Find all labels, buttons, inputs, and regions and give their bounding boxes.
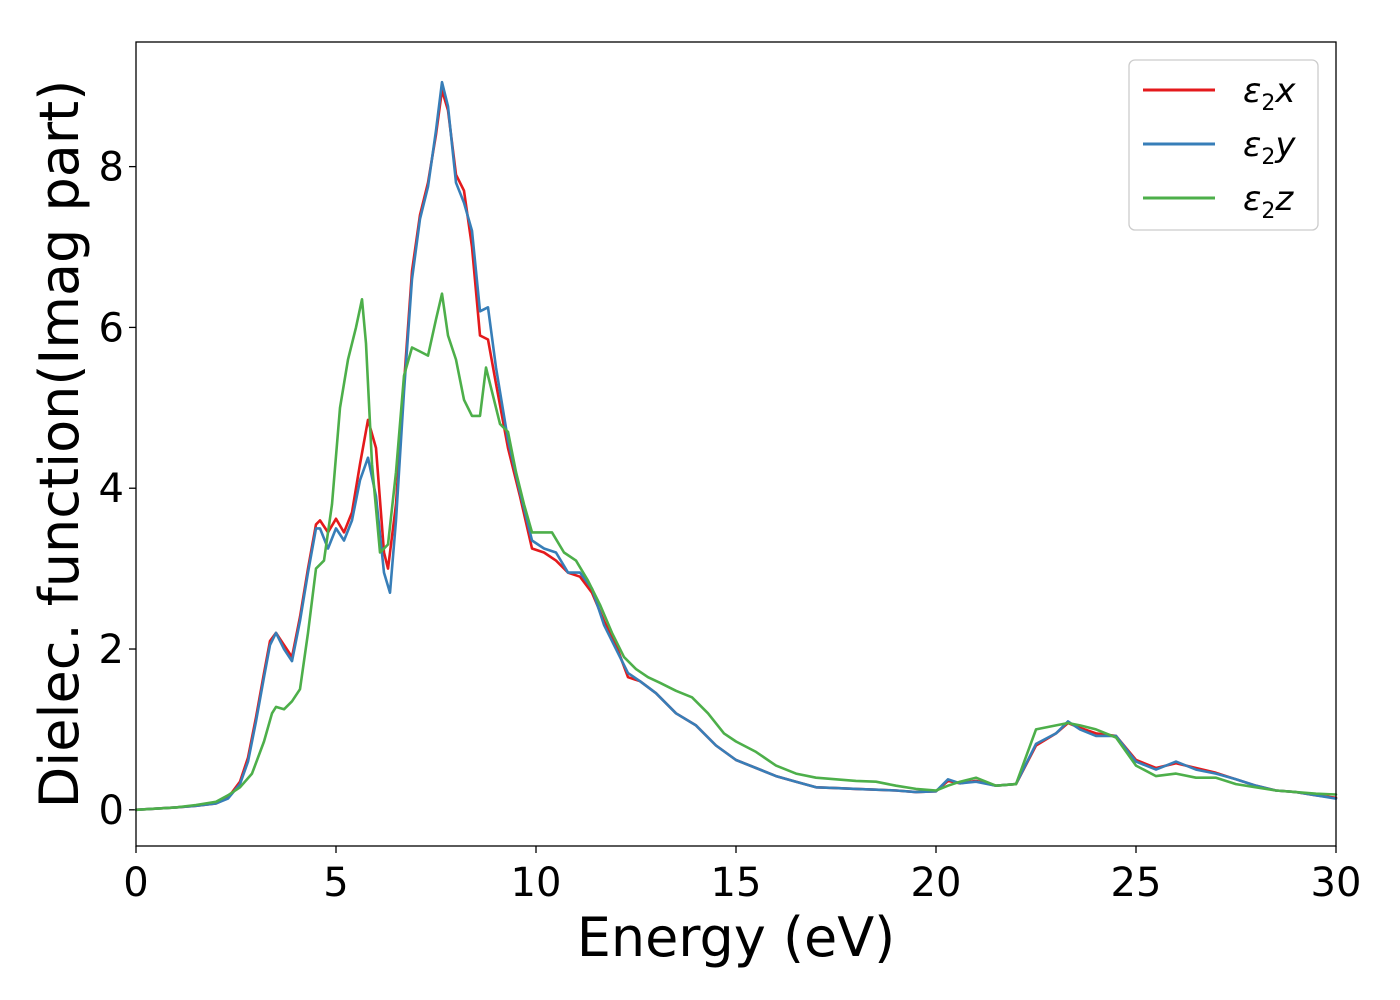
x-tick-label: 15 [711,860,762,906]
legend-label-y: ε2y [1243,125,1296,170]
x-tick-label: 30 [1311,860,1362,906]
series-line-y [134,80,1338,812]
axis-ticks: 0 5 10 15 20 25 30 0 2 4 6 8 [99,145,1362,906]
x-tick-label: 0 [123,860,148,906]
y-tick-label: 2 [99,627,124,673]
y-tick-label: 4 [99,466,124,512]
legend-label-x: ε2x [1243,71,1296,116]
series-lines [134,80,1338,812]
legend-box [1128,59,1319,231]
plot-area-frame [135,41,1337,847]
series-line-z [134,292,1338,812]
x-axis-title: Energy (eV) [577,906,896,969]
x-tick-label: 20 [911,860,962,906]
legend: ε2x ε2y ε2z [1128,59,1319,231]
y-tick-label: 0 [99,788,124,834]
x-tick-label: 25 [1111,860,1162,906]
y-axis-title: Dielec. function(Imag part) [28,80,91,809]
x-tick-label: 10 [511,860,562,906]
x-tick-label: 5 [323,860,348,906]
legend-label-z: ε2z [1243,179,1294,224]
y-tick-label: 8 [99,145,124,191]
y-tick-label: 6 [99,305,124,351]
